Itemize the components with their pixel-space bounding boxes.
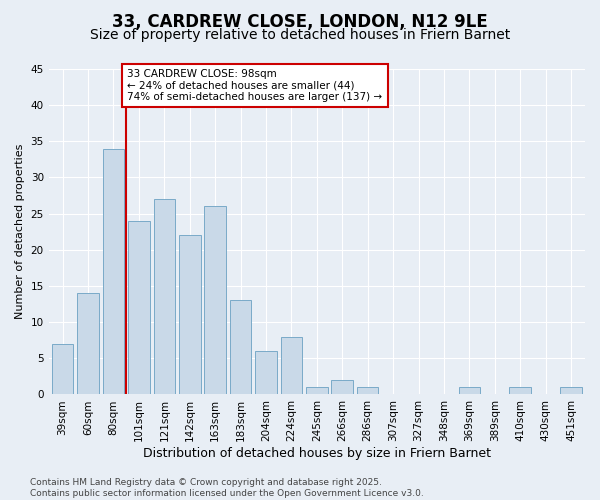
Text: 33, CARDREW CLOSE, LONDON, N12 9LE: 33, CARDREW CLOSE, LONDON, N12 9LE xyxy=(112,12,488,30)
Bar xyxy=(103,148,124,394)
Bar xyxy=(179,236,200,394)
Bar xyxy=(52,344,73,395)
Text: Size of property relative to detached houses in Friern Barnet: Size of property relative to detached ho… xyxy=(90,28,510,42)
Bar xyxy=(77,293,99,394)
Bar xyxy=(255,351,277,395)
Bar xyxy=(458,387,480,394)
Bar xyxy=(281,336,302,394)
Text: 33 CARDREW CLOSE: 98sqm
← 24% of detached houses are smaller (44)
74% of semi-de: 33 CARDREW CLOSE: 98sqm ← 24% of detache… xyxy=(127,69,383,102)
Bar xyxy=(230,300,251,394)
Bar xyxy=(560,387,582,394)
Bar xyxy=(154,199,175,394)
X-axis label: Distribution of detached houses by size in Friern Barnet: Distribution of detached houses by size … xyxy=(143,447,491,460)
Bar xyxy=(205,206,226,394)
Bar xyxy=(331,380,353,394)
Bar xyxy=(128,221,150,394)
Bar xyxy=(357,387,379,394)
Y-axis label: Number of detached properties: Number of detached properties xyxy=(15,144,25,320)
Text: Contains HM Land Registry data © Crown copyright and database right 2025.
Contai: Contains HM Land Registry data © Crown c… xyxy=(30,478,424,498)
Bar xyxy=(306,387,328,394)
Bar xyxy=(509,387,531,394)
